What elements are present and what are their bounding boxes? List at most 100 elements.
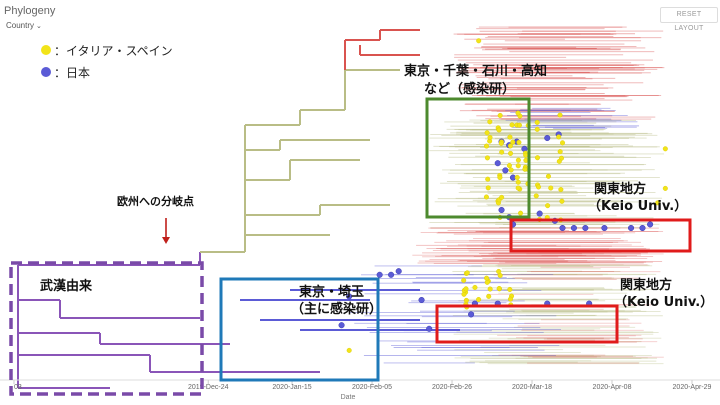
legend-swatch-italy-spain <box>41 45 51 55</box>
italy-spain-tip-dot <box>534 119 540 125</box>
italy-spain-tip-dot <box>483 194 489 200</box>
italy-spain-tip-dot <box>516 122 522 128</box>
kanto-lower-label-2: （Keio Univ.） <box>614 294 713 310</box>
italy-spain-tip-dot <box>557 112 563 118</box>
italy-spain-tip-dot <box>515 110 521 116</box>
japan-tip-dot <box>388 271 395 278</box>
x-tick-label: 2020-Apr-08 <box>593 384 632 391</box>
tree-tip-lines <box>349 26 665 365</box>
italy-spain-tip-dot <box>484 279 490 285</box>
kanto-upper-label-2: （Keio Univ.） <box>588 198 687 214</box>
japan-tip-dot <box>426 325 433 332</box>
italy-spain-tip-dot <box>556 134 562 140</box>
italy-spain-tip-dot <box>485 185 491 191</box>
kanto-upper-label-1: 関東地方 <box>594 181 646 197</box>
panel-title: Phylogeny <box>4 5 56 17</box>
italy-spain-tip-dot <box>508 167 514 173</box>
x-tick-label: 2020-Feb-26 <box>432 384 472 391</box>
italy-spain-tip-dot <box>523 152 529 158</box>
italy-spain-tip-dot <box>499 194 505 200</box>
kanto-lower-box <box>435 304 619 344</box>
japan-tip-dot <box>338 322 345 329</box>
italy-spain-tip-dot <box>476 297 482 303</box>
italy-spain-tip-dot <box>464 270 470 276</box>
wuhan-origin-box <box>9 261 204 396</box>
italy-spain-tip-dot <box>522 166 528 172</box>
legend: ：イタリア・スペイン ：日本 <box>41 44 173 80</box>
italy-spain-tip-dot <box>515 163 521 169</box>
legend-swatch-japan <box>41 67 51 77</box>
x-tick-label: 2020-Jan-15 <box>272 384 311 391</box>
italy-spain-tip-dot <box>497 112 503 118</box>
x-tick-label: 2020-Apr-29 <box>673 384 712 391</box>
arrow-head-icon <box>162 237 170 244</box>
color-by-value: Country <box>6 21 35 30</box>
tokyo-saitama-label-2: （主に感染研） <box>291 301 382 317</box>
italy-spain-tip-dot <box>346 347 352 353</box>
italy-spain-tip-dot <box>484 130 490 136</box>
x-axis-ticks: 03 2019-Dec-24 2020-Jan-15 2020-Feb-05 2020-… <box>13 380 712 391</box>
color-by-select[interactable]: Country ⌄ <box>6 21 42 30</box>
chevron-down-icon: ⌄ <box>36 23 42 30</box>
italy-spain-tip-dot <box>655 200 661 206</box>
japan-tip-dot <box>498 206 505 214</box>
italy-spain-tip-dot <box>545 173 551 179</box>
italy-spain-tip-dot <box>484 155 490 161</box>
italy-spain-tip-dot <box>486 293 492 299</box>
italy-spain-tip-dot <box>515 179 521 185</box>
italy-spain-tip-dot <box>516 139 522 145</box>
tokyo-cluster-label-2: など（感染研） <box>424 81 515 97</box>
japan-tip-dot <box>639 224 646 232</box>
italy-spain-tip-dot <box>534 155 540 161</box>
italy-spain-tip-dot <box>548 185 554 191</box>
italy-spain-tip-dot <box>496 268 502 274</box>
japan-tip-dot <box>647 221 654 228</box>
italy-spain-tip-dot <box>484 275 490 281</box>
italy-spain-tip-dot <box>507 286 513 292</box>
italy-spain-tip-dot <box>487 134 493 140</box>
japan-tip-dot <box>521 145 528 152</box>
japan-tip-dot <box>418 296 425 304</box>
japan-tip-dot <box>570 224 577 232</box>
italy-spain-tip-dot <box>559 198 565 204</box>
italy-spain-tip-dot <box>533 193 539 199</box>
italy-spain-tip-dot <box>487 286 493 292</box>
japan-tip-dot <box>601 224 608 232</box>
italy-spain-tip-dot <box>497 175 503 181</box>
tree-branches <box>17 29 460 389</box>
italy-spain-tip-dot <box>514 174 520 180</box>
japan-tip-dot <box>536 210 543 217</box>
italy-spain-tip-dot <box>556 158 562 164</box>
italy-spain-tip-dot <box>487 119 493 125</box>
italy-spain-tip-dot <box>507 296 513 302</box>
wuhan-label: 武漢由来 <box>40 278 93 294</box>
italy-spain-tip-dot <box>506 163 512 169</box>
japan-tip-dot <box>582 224 589 232</box>
italy-spain-tip-dot <box>485 176 491 182</box>
japan-tip-dot <box>468 311 475 318</box>
reset-layout-button[interactable]: RESET LAYOUT <box>660 7 718 32</box>
kanto-lower-label-1: 関東地方 <box>620 277 672 293</box>
italy-spain-tip-dot <box>461 277 467 283</box>
italy-spain-tip-dot <box>560 140 566 146</box>
italy-spain-tip-dot <box>510 139 516 145</box>
japan-tip-dot <box>376 271 383 278</box>
legend-label-italy-spain: ：イタリア・スペイン <box>54 44 173 58</box>
tokyo-saitama-label-1: 東京・埼玉 <box>299 284 364 300</box>
italy-spain-tip-dot <box>536 184 542 190</box>
italy-spain-tip-dot <box>662 146 668 152</box>
italy-spain-tip-dot <box>558 187 564 193</box>
japan-tip-dot <box>395 268 402 275</box>
italy-spain-tip-dot <box>496 285 502 291</box>
italy-spain-tip-dot <box>472 284 478 290</box>
italy-spain-tip-dot <box>557 149 563 155</box>
italy-spain-tip-dot <box>507 143 513 149</box>
japan-tip-dot <box>494 160 501 167</box>
japan-tip-dot <box>628 224 635 232</box>
japan-tip-dot <box>544 134 551 142</box>
italy-spain-tip-dot <box>545 203 551 209</box>
x-tick-label: 2019-Dec-24 <box>188 384 229 391</box>
japan-tip-dot <box>346 293 353 300</box>
italy-spain-tip-dot <box>507 134 513 140</box>
